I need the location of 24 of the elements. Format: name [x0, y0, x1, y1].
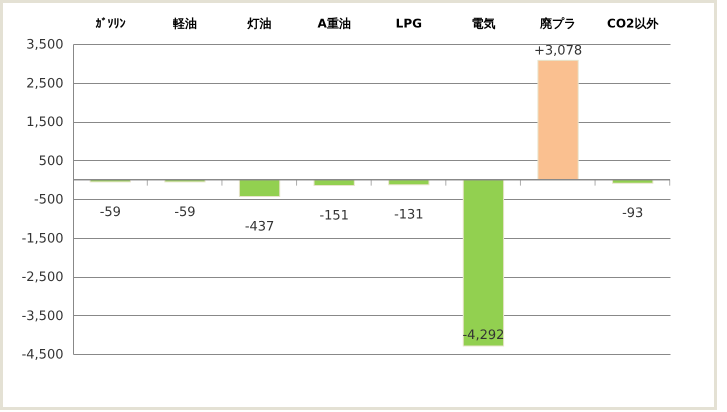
y-tick-label: 3,500 — [26, 38, 64, 52]
data-label: +3,078 — [534, 43, 582, 58]
x-tick-label: 電気 — [471, 16, 496, 30]
y-tick-label: 2,500 — [26, 76, 64, 92]
data-label: -151 — [319, 208, 349, 224]
data-label: -59 — [100, 204, 121, 220]
y-tick-label: 1,500 — [26, 115, 64, 130]
x-tick-label: 軽油 — [172, 16, 197, 30]
x-tick-label: CO2以外 — [607, 16, 660, 30]
x-tick-label: ｶﾞｿﾘﾝ — [95, 16, 126, 30]
data-label: -59 — [174, 204, 196, 220]
y-tick-label: -3,500 — [22, 308, 64, 324]
data-label: -93 — [622, 206, 644, 222]
y-tick-label: -500 — [34, 192, 64, 208]
y-tick-label: 500 — [38, 154, 64, 169]
x-tick-label: 廃プラ — [539, 16, 576, 30]
x-tick-label: 灯油 — [246, 16, 272, 30]
data-label: -131 — [394, 208, 424, 223]
x-tick-label: LPG — [396, 16, 422, 30]
y-tick-label: -1,500 — [22, 231, 64, 246]
y-tick-label: -2,500 — [22, 270, 64, 285]
data-label: -437 — [244, 220, 274, 235]
y-tick-label: -4,500 — [22, 348, 64, 362]
x-tick-label: A重油 — [318, 16, 351, 30]
